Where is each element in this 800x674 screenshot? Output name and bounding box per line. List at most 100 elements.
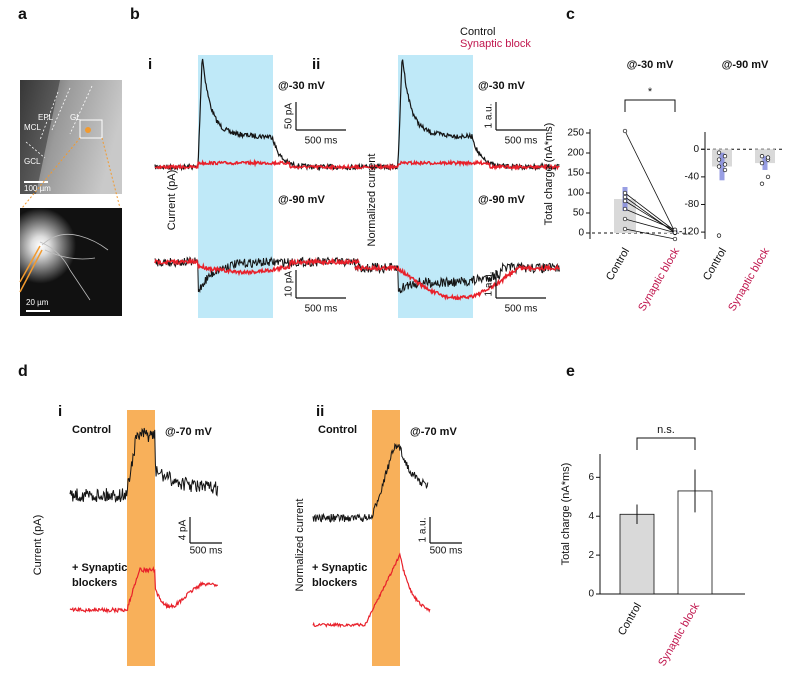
stimulus [398,55,473,318]
label: i [58,403,62,420]
stimulus [127,410,155,666]
label: @-30 mV [627,59,674,71]
label: 4 [588,511,594,522]
data-point [716,157,722,162]
slice-shade [20,80,60,194]
label: Control [701,246,729,283]
label: 250 [567,128,584,139]
data-point [672,230,678,235]
data-point [622,226,628,232]
data-point [672,236,678,242]
data-point [716,164,722,169]
layer-borders [25,85,93,159]
label: Synaptic block [636,246,682,314]
bar [614,199,636,233]
pair-line [624,208,676,231]
label: 500 ms [305,304,338,315]
trace [69,427,219,503]
label: 0 [588,589,594,600]
roi-cell [85,127,91,133]
data-point [716,150,722,155]
trace [69,566,219,614]
label: 50 pA [284,103,295,129]
data-point [722,162,728,167]
label: 150 [567,168,584,179]
label: 500 ms [305,136,338,147]
label: e [566,363,575,380]
label: 200 [567,148,584,159]
data-point [622,206,628,212]
label: 10 pA [284,271,295,297]
label: 500 ms [505,136,538,147]
traces [69,58,561,629]
label: @-90 mV [278,194,325,206]
label: GL [70,113,81,122]
stimulus [198,55,273,318]
label: 100 [567,188,584,199]
label: Total charge (nA*ms) [560,463,572,566]
pair-line [624,218,676,233]
label: Control [460,26,495,38]
trace [354,158,560,171]
stimulus [372,410,400,666]
data-point [765,155,771,160]
label: 500 ms [190,546,223,557]
label: ii [312,56,320,73]
label: @-30 mV [278,80,325,92]
label: * [648,86,653,98]
label: 2 [588,550,594,561]
dendrites [39,233,109,301]
label: GCL [24,157,41,166]
trace [312,442,429,523]
trace [154,158,360,172]
label: 4 pA [178,519,189,540]
label: 6 [588,472,594,483]
label: Normalized current [294,499,306,592]
label: + Synaptic [72,562,127,574]
label: @-70 mV [410,426,457,438]
label: Total charge (nA*ms) [543,123,555,226]
label: Control [72,424,111,436]
label: -80 [685,199,700,210]
cell-image [20,208,122,316]
data-point [759,160,765,166]
data-point [759,181,765,186]
label: d [18,363,28,380]
label: ii [316,403,324,420]
label: 0 [693,144,699,155]
pair-line [624,130,676,233]
label: 0 [578,228,584,239]
label: Normalized current [366,154,378,247]
trace [354,263,561,301]
label: a [18,6,27,23]
label: blockers [312,577,357,589]
data-point [622,128,628,134]
pipette [19,245,41,283]
label: @-90 mV [722,59,769,71]
label: -120 [679,227,699,238]
data-point [622,198,628,204]
label: Current (pA) [32,515,44,576]
label: 100 µm [24,184,51,193]
data-point [765,174,771,180]
label: @-70 mV [165,426,212,438]
trace [354,261,560,294]
data-point [722,167,728,173]
label: MCL [24,123,41,132]
pair-line [624,192,676,232]
label: 50 [573,208,585,219]
label: Control [318,424,357,436]
label: Control [616,601,644,638]
label: Current (pA) [166,170,178,231]
zoom-line [21,137,81,209]
roi-box [79,119,103,139]
label: b [130,6,140,23]
data-point [622,216,628,222]
bracket [636,437,696,450]
label: blockers [72,577,117,589]
data-point [716,233,722,238]
label: EPL [38,113,54,122]
label: Control [604,246,632,283]
label: -40 [685,172,700,183]
